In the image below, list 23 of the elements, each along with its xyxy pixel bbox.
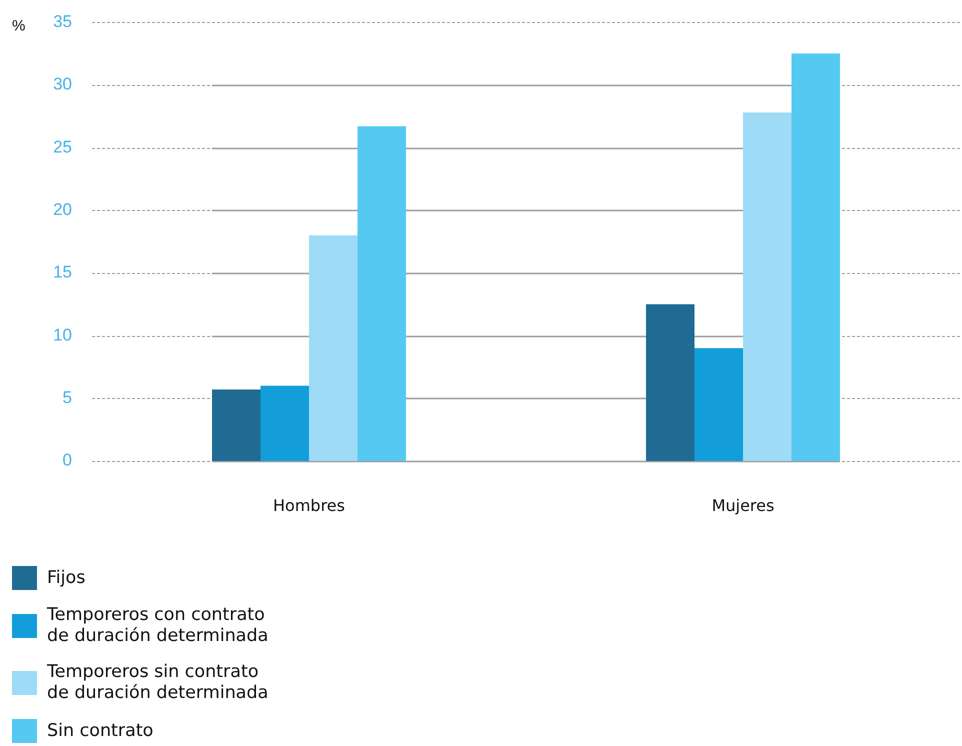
y-tick-label: 35	[53, 12, 72, 31]
legend-label: Temporeros sin contrato de duración determinada	[47, 662, 270, 704]
bar	[646, 304, 694, 461]
bar	[358, 126, 406, 461]
legend-label: Temporeros con contrato de duración determinada	[47, 605, 270, 647]
y-tick-label: 15	[53, 262, 72, 282]
bar	[260, 386, 309, 461]
x-tick-label: Hombres	[273, 496, 345, 515]
legend-label: Sin contrato	[47, 720, 154, 742]
y-tick-label: 5	[62, 388, 72, 407]
bar	[309, 235, 358, 461]
bar	[694, 348, 743, 461]
bar	[792, 54, 840, 461]
y-tick-label: 30	[53, 74, 72, 94]
y-axis-title: %	[12, 17, 26, 34]
y-tick-label: 20	[53, 200, 72, 219]
bar	[743, 112, 792, 461]
y-tick-label: 25	[53, 137, 72, 156]
legend-label: Fijos	[47, 568, 86, 588]
x-tick-label: Mujeres	[712, 496, 774, 515]
bar	[212, 390, 260, 461]
y-tick-label: 10	[53, 325, 72, 344]
y-tick-label: 0	[62, 450, 72, 470]
